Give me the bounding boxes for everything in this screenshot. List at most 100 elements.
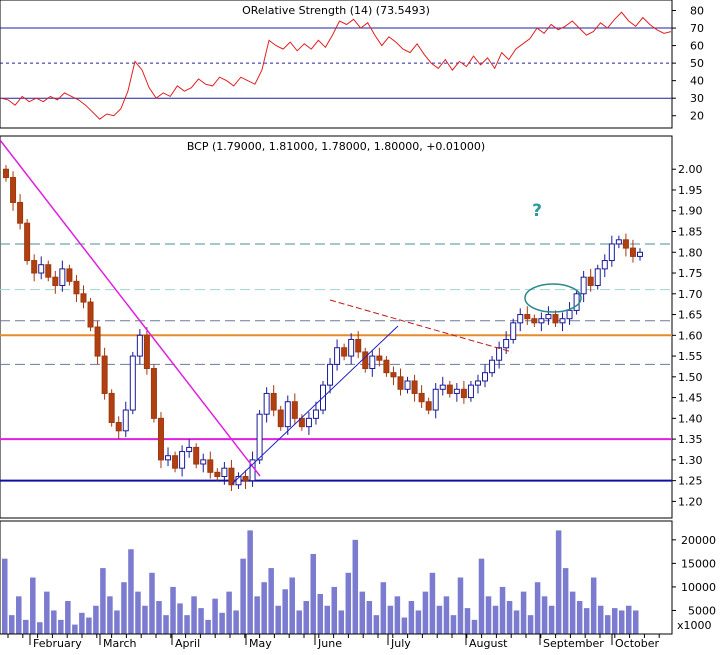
volume-bar xyxy=(128,549,134,634)
price-tick-label: 1.70 xyxy=(678,288,703,301)
price-tick-label: 1.40 xyxy=(678,412,703,425)
volume-bar xyxy=(247,530,253,634)
volume-bar xyxy=(632,610,639,634)
volume-bar xyxy=(394,596,401,634)
price-frame xyxy=(0,135,673,519)
candle xyxy=(608,235,615,267)
volume-bar xyxy=(471,619,478,634)
volume-bar xyxy=(597,605,604,634)
rsi-tick-label: 30 xyxy=(690,92,704,105)
candle xyxy=(256,410,263,465)
candle xyxy=(531,314,538,327)
candle xyxy=(446,380,453,398)
volume-bar xyxy=(149,572,155,634)
candle xyxy=(291,393,298,425)
candle xyxy=(362,347,369,373)
candle xyxy=(573,289,580,315)
candle xyxy=(31,254,38,282)
candle xyxy=(327,358,334,394)
volume-bar xyxy=(415,610,422,634)
month-label: August xyxy=(469,637,508,650)
rsi-title: ORelative Strength (14) (73.5493) xyxy=(242,4,430,17)
price-tick-label: 1.50 xyxy=(678,371,703,384)
candle xyxy=(489,356,496,377)
candle xyxy=(207,451,214,479)
rsi-tick-label: 70 xyxy=(690,22,704,35)
month-label: April xyxy=(175,637,200,650)
volume-bar xyxy=(2,558,8,634)
volume-bar xyxy=(23,619,29,634)
volume-bar xyxy=(366,601,373,634)
volume-bar xyxy=(261,582,267,634)
candle xyxy=(376,347,383,367)
volume-bar xyxy=(191,596,197,634)
candle xyxy=(10,171,17,211)
candle xyxy=(552,310,559,327)
candle xyxy=(129,351,136,415)
candle xyxy=(122,401,129,438)
month-label: September xyxy=(543,637,604,650)
candle xyxy=(221,461,228,485)
volume-bar xyxy=(226,591,232,634)
volume-bar xyxy=(499,586,506,634)
volume-bar xyxy=(324,605,331,634)
candle xyxy=(559,312,566,332)
candle xyxy=(601,254,608,278)
month-label: July xyxy=(390,637,411,650)
month-label: June xyxy=(317,637,342,650)
candle xyxy=(263,387,270,423)
rsi-line xyxy=(0,11,672,120)
volume-bar xyxy=(604,615,611,634)
candle xyxy=(200,453,207,473)
candle xyxy=(312,401,319,425)
volume-bar xyxy=(422,591,429,634)
volume-bar xyxy=(289,577,295,634)
candle xyxy=(482,364,489,388)
rsi-tick-label: 80 xyxy=(690,5,704,18)
candle xyxy=(453,383,460,402)
candle xyxy=(355,331,362,359)
volume-bar xyxy=(30,577,36,634)
candle xyxy=(305,412,312,435)
volume-bar xyxy=(275,605,281,634)
volume-bar xyxy=(240,558,246,634)
price-candles xyxy=(3,165,643,492)
candle xyxy=(136,329,143,365)
volume-bar xyxy=(58,619,64,634)
volume-bar xyxy=(387,605,394,634)
candle xyxy=(45,260,52,282)
candle xyxy=(348,333,355,365)
candle xyxy=(418,385,425,408)
volume-bar xyxy=(142,605,148,634)
candle xyxy=(587,268,594,292)
volume-bar xyxy=(177,603,183,634)
candle xyxy=(615,235,622,249)
candle xyxy=(214,468,221,481)
candle xyxy=(157,412,164,469)
candle xyxy=(52,270,59,294)
volume-bar xyxy=(233,610,239,634)
price-tick-label: 1.30 xyxy=(678,454,703,467)
candle xyxy=(432,383,439,419)
volume-bar xyxy=(65,601,71,634)
candle xyxy=(383,356,390,377)
volume-bar xyxy=(443,596,450,634)
price-tick-label: 1.25 xyxy=(678,475,703,488)
volume-bar xyxy=(205,619,211,634)
volume-bar xyxy=(408,601,415,634)
price-tick-label: 1.55 xyxy=(678,350,703,363)
month-label: May xyxy=(249,637,272,650)
candle xyxy=(439,376,446,396)
volume-bar xyxy=(212,598,218,634)
volume-bar xyxy=(625,605,632,634)
volume-bar xyxy=(492,605,499,634)
candle xyxy=(108,389,115,427)
candle xyxy=(115,416,122,440)
x-axis: February March April May June July August Septe… xyxy=(0,633,672,650)
candle xyxy=(24,219,31,265)
volume-bar xyxy=(107,596,113,634)
volume-bar xyxy=(51,610,57,634)
volume-bars xyxy=(2,530,639,634)
volume-bar xyxy=(611,608,618,634)
